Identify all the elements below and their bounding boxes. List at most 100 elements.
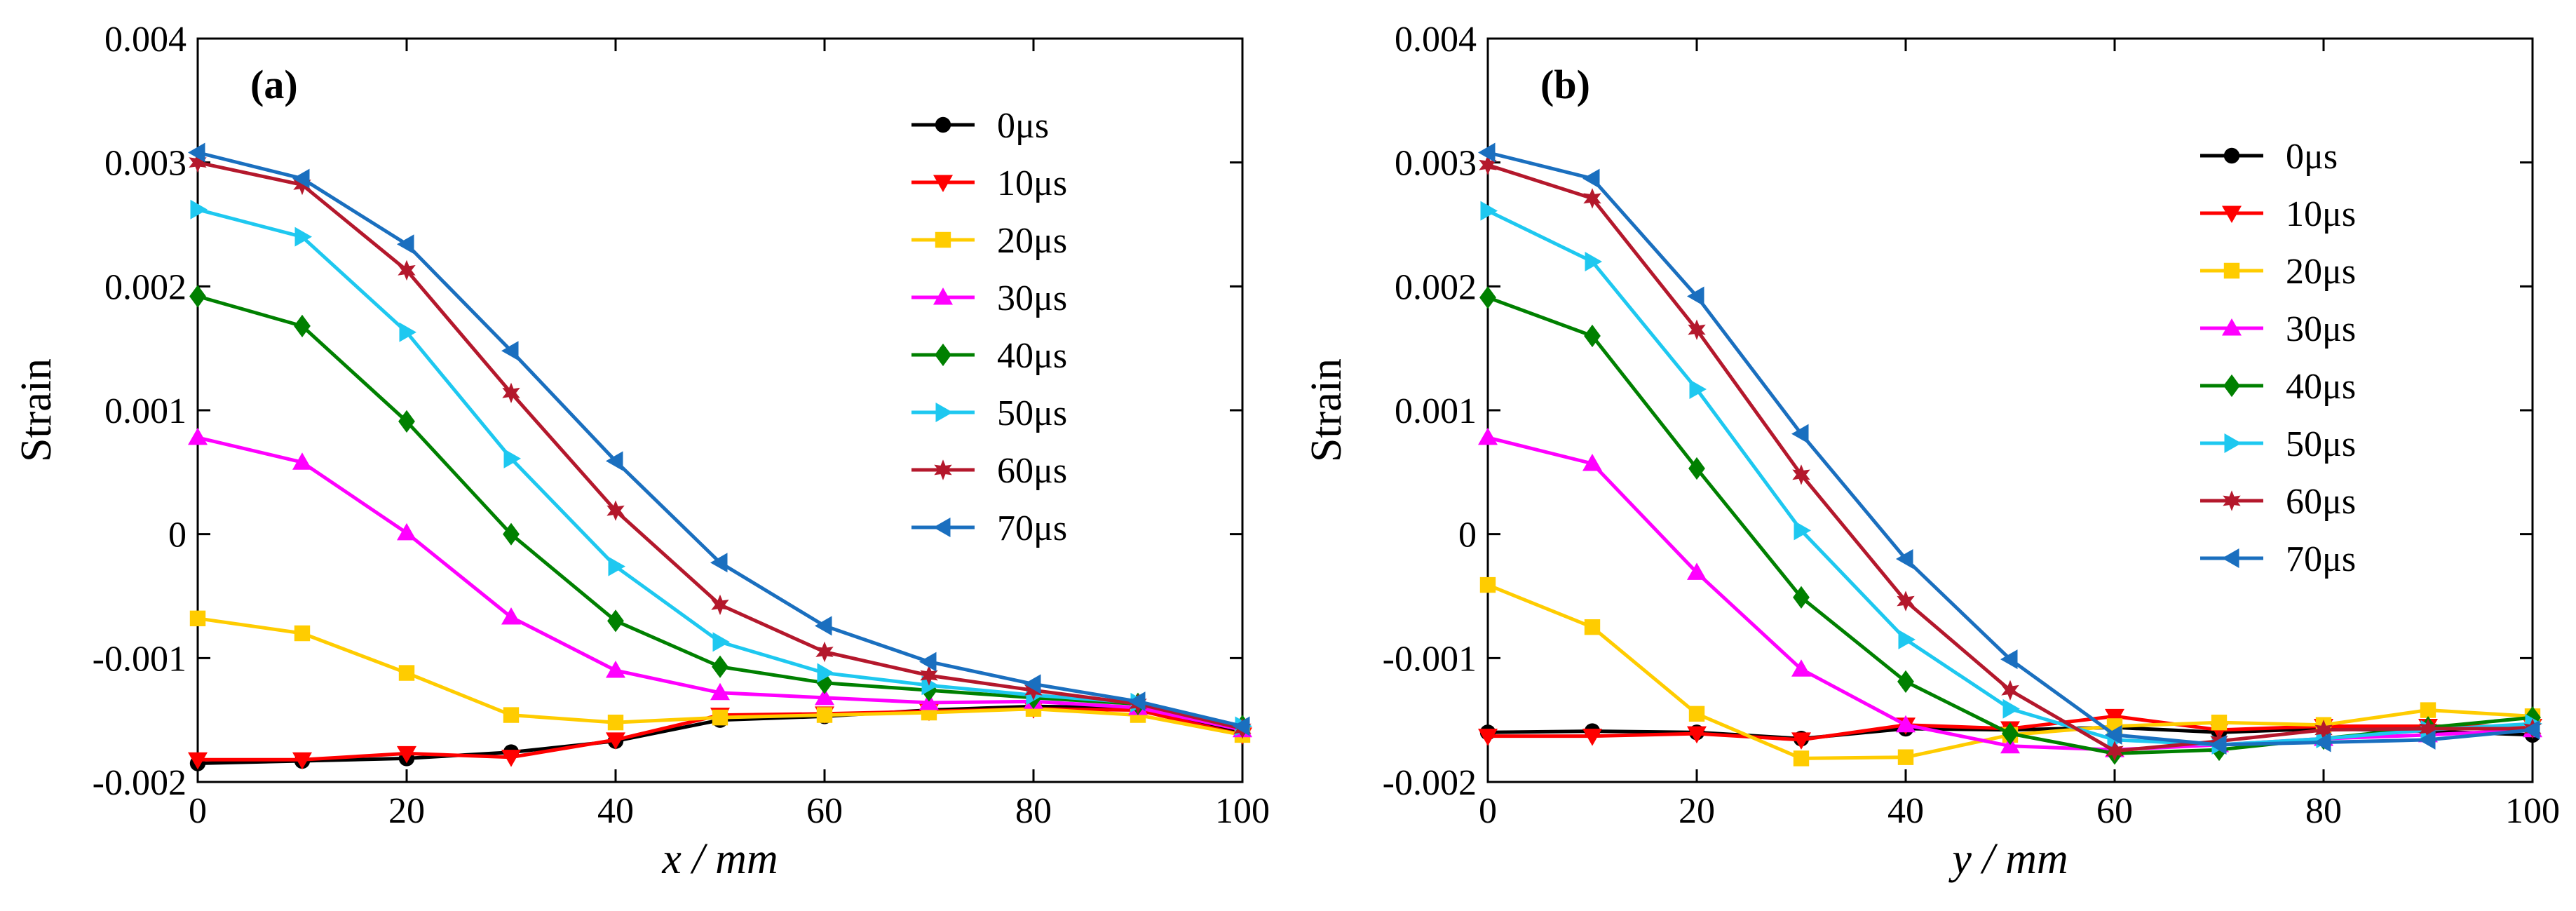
y-tick-label: 0.002: [104, 267, 187, 307]
data-point: [1583, 188, 1601, 209]
data-point: [712, 709, 728, 726]
legend-marker: [2222, 318, 2242, 336]
y-tick-label: 0.001: [1395, 391, 1477, 431]
data-point: [398, 259, 416, 281]
data-point: [1480, 201, 1498, 221]
data-point: [2002, 699, 2020, 719]
data-point: [1688, 457, 1705, 480]
x-axis-variable: x: [661, 835, 682, 883]
legend-marker: [2223, 374, 2240, 398]
data-point: [1688, 319, 1706, 340]
data-point: [292, 752, 312, 770]
data-point: [2314, 732, 2331, 753]
y-axis-title: Strain: [13, 358, 60, 462]
legend-label: 40μs: [2286, 367, 2356, 407]
data-point: [398, 665, 415, 681]
x-tick-label: 0: [189, 791, 207, 831]
y-tick-label: 0.001: [104, 391, 187, 431]
data-point: [1897, 670, 1914, 693]
legend: 0μs 10μs 20μs 30μs 40μs 50μs 60μs 70μs: [2200, 137, 2356, 579]
data-point: [2106, 741, 2124, 762]
legend-label: 0μs: [997, 106, 1049, 146]
data-point: [815, 641, 834, 663]
y-tick-label: 0.003: [1395, 144, 1477, 184]
data-point: [607, 609, 624, 633]
data-point: [502, 382, 520, 403]
data-point: [1478, 729, 1498, 746]
data-point: [1687, 726, 1707, 744]
data-point: [1584, 324, 1601, 348]
data-point: [608, 556, 625, 576]
data-point: [1478, 142, 1496, 163]
data-point: [1687, 562, 1707, 580]
data-point: [1584, 619, 1601, 635]
panel-b: 0 20 40 60 80 100 -0.002 -0.001 0 0.001 0.002 0.003…: [1303, 20, 2560, 883]
legend-marker: [935, 343, 951, 367]
data-point: [1582, 453, 1602, 471]
data-point: [188, 142, 205, 163]
data-point: [1896, 549, 1913, 569]
data-point: [2419, 718, 2437, 739]
data-point: [294, 227, 312, 247]
data-point: [1233, 716, 1250, 736]
panel-a: 0 20 40 60 80 100 -0.002 -0.001 0 0.001 0.002 0.003…: [13, 20, 1270, 883]
x-tick-label: 100: [2505, 791, 2560, 831]
data-point: [2211, 715, 2228, 731]
data-point: [190, 199, 208, 220]
data-point: [1582, 168, 1600, 189]
legend-label: 70μs: [997, 508, 1067, 548]
data-point: [1688, 706, 1705, 722]
x-tick-label: 60: [2096, 791, 2133, 831]
data-point: [1793, 586, 1810, 609]
legend-label: 40μs: [997, 336, 1067, 376]
y-tick-label: 0.002: [1395, 267, 1477, 307]
legend-marker: [935, 231, 951, 248]
data-point: [606, 732, 625, 750]
data-point: [815, 616, 832, 636]
data-point: [501, 341, 519, 361]
legend-marker: [933, 288, 953, 305]
data-point: [606, 500, 625, 521]
data-point: [606, 661, 625, 678]
y-tick-label: 0.004: [1395, 20, 1477, 60]
legend-marker: [935, 116, 951, 133]
data-point: [1479, 576, 1496, 593]
series-70μs: [188, 142, 1250, 736]
data-point: [920, 665, 938, 686]
data-point: [712, 655, 728, 678]
data-point: [2314, 720, 2333, 741]
data-point: [1687, 286, 1704, 306]
x-axis-title: x / mm: [661, 835, 778, 883]
data-point: [2001, 680, 2019, 701]
data-point: [1791, 659, 1811, 677]
data-point: [2000, 649, 2018, 670]
data-point: [397, 234, 414, 255]
legend-marker: [2223, 490, 2241, 511]
x-tick-label: 0: [1479, 791, 1497, 831]
data-point: [292, 452, 312, 470]
data-point: [817, 663, 834, 683]
data-point: [711, 594, 729, 616]
legend-label: 20μs: [2286, 252, 2356, 292]
panel-label: (a): [250, 62, 298, 107]
data-point: [1689, 379, 1707, 399]
legend-marker: [2223, 262, 2240, 279]
y-tick-label: 0: [168, 515, 187, 555]
data-point: [816, 707, 833, 723]
legend-label: 10μs: [997, 163, 1067, 203]
data-point: [2002, 722, 2019, 745]
x-axis-variable: y: [1948, 835, 1972, 883]
legend-marker: [2224, 433, 2242, 453]
data-point: [712, 632, 730, 652]
y-axis-title: Strain: [1303, 358, 1350, 462]
x-tick-label: 20: [1679, 791, 1715, 831]
x-tick-label: 60: [806, 791, 843, 831]
data-point: [2523, 720, 2540, 740]
y-tick-label: 0.004: [104, 20, 187, 60]
data-point: [501, 750, 521, 767]
data-point: [1128, 691, 1146, 712]
data-point: [1896, 715, 1916, 733]
series-60μs: [189, 152, 1252, 739]
data-point: [1791, 424, 1809, 444]
data-point: [503, 448, 521, 468]
